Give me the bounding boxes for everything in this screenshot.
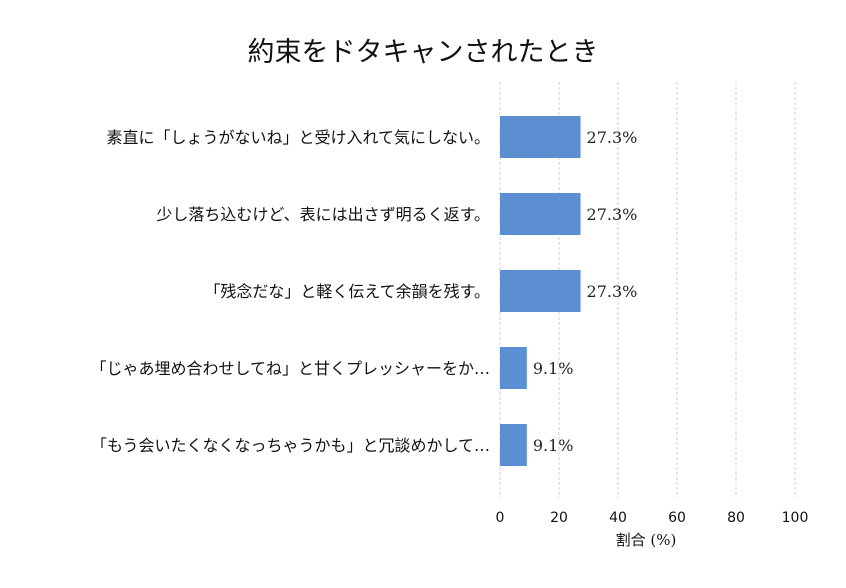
category-label-4: 「もう会いたくなくなっちゃうかも」と冗談めかして… <box>91 436 490 455</box>
value-labels: 27.3% 27.3% 27.3% 9.1% 9.1% <box>533 128 638 455</box>
bar-2 <box>500 270 581 312</box>
x-tick-label-1: 20 <box>550 510 568 526</box>
value-label-4: 9.1% <box>533 436 574 455</box>
value-label-1: 27.3% <box>587 205 638 224</box>
x-tick-label-2: 40 <box>609 510 627 526</box>
bar-1 <box>500 193 581 235</box>
category-label-2: 「残念だな」と軽く伝えて余韻を残す。 <box>204 282 490 301</box>
value-label-2: 27.3% <box>587 282 638 301</box>
value-label-0: 27.3% <box>587 128 638 147</box>
bar-0 <box>500 116 581 158</box>
category-label-1: 少し落ち込むけど、表には出さず明るく返す。 <box>156 205 490 224</box>
category-label-0: 素直に「しょうがないね」と受け入れて気にしない。 <box>106 128 490 147</box>
bar-3 <box>500 347 527 389</box>
value-label-3: 9.1% <box>533 359 574 378</box>
category-label-3: 「じゃあ埋め合わせしてね」と甘くプレッシャーをか… <box>90 359 490 378</box>
category-labels: 素直に「しょうがないね」と受け入れて気にしない。少し落ち込むけど、表には出さず明… <box>90 128 490 455</box>
x-tick-label-3: 60 <box>668 510 686 526</box>
x-tick-labels: 0 20 40 60 80 100 <box>496 510 809 526</box>
x-tick-label-5: 100 <box>782 510 809 526</box>
bars <box>500 116 581 466</box>
x-axis-title: 割合 (%) <box>616 531 677 549</box>
x-tick-label-0: 0 <box>496 510 505 526</box>
x-tick-label-4: 80 <box>727 510 745 526</box>
bar-4 <box>500 424 527 466</box>
chart-title: 約束をドタキャンされたとき <box>248 37 599 68</box>
